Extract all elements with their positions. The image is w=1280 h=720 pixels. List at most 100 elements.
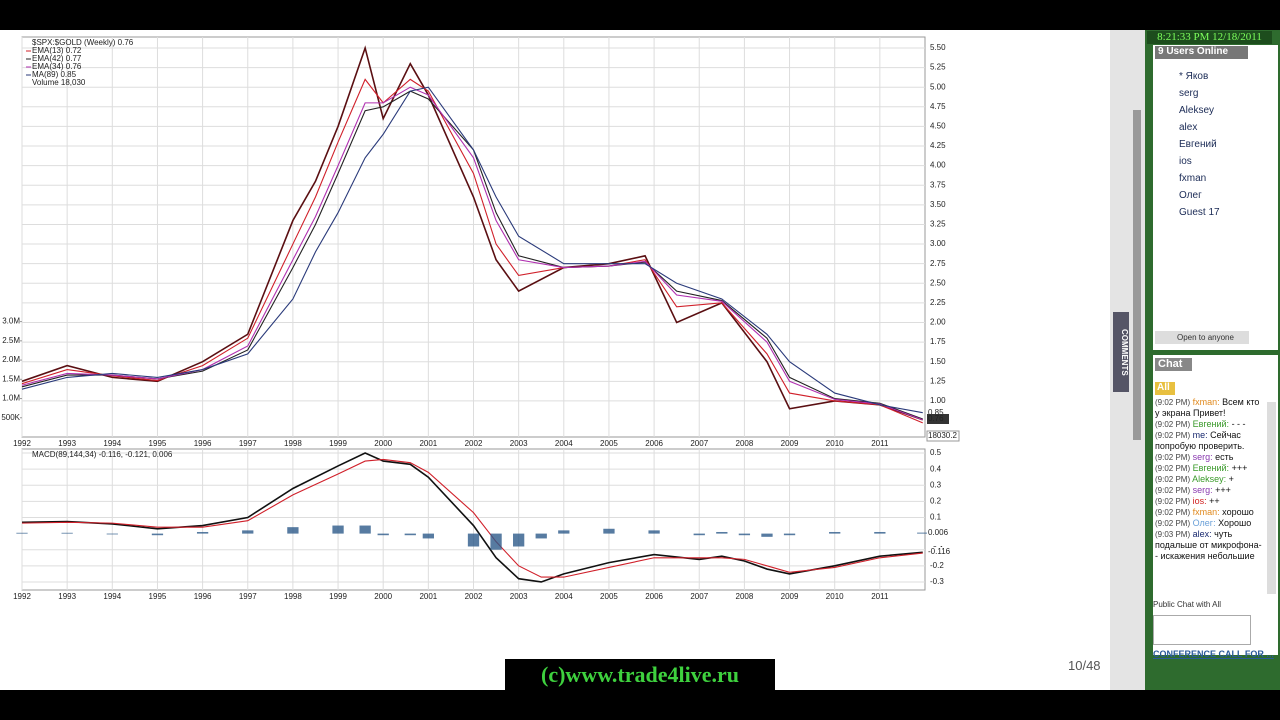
histogram-bar	[693, 533, 705, 536]
x-tick-label: 2009	[781, 592, 799, 601]
histogram-bar	[359, 525, 371, 534]
y-tick-label: 0.2	[930, 496, 942, 505]
y-tick-label: 4.25	[930, 141, 946, 150]
histogram-bar	[513, 533, 525, 547]
message-user: me:	[1192, 430, 1208, 440]
histogram-bar	[490, 533, 502, 550]
user-name[interactable]: alex	[1179, 122, 1198, 133]
chat-message: (9:02 PM) serg: есть	[1155, 452, 1263, 463]
y-tick-label: -0.3	[930, 577, 944, 586]
message-time: (9:03 PM)	[1155, 530, 1191, 539]
user-name[interactable]: serg	[1179, 88, 1199, 99]
series-line	[21, 78, 923, 424]
y-tick-label: 3.75	[930, 180, 946, 189]
histogram-bar	[332, 525, 344, 534]
y-tick-label: 0.5	[930, 448, 942, 457]
y-tick-label: 1.75	[930, 337, 946, 346]
value-box	[927, 414, 949, 424]
x-tick-label: 2006	[645, 439, 663, 448]
x-tick-label: 2011	[871, 592, 889, 601]
y-tick-label: 5.25	[930, 63, 946, 72]
y-tick-label: 0.4	[930, 464, 942, 473]
message-time: (9:02 PM)	[1155, 464, 1191, 473]
y-tick-label: 2.25	[930, 298, 946, 307]
chat-message: (9:02 PM) Евгений: +++	[1155, 463, 1263, 474]
conference-link[interactable]: CONFERENCE CALL FOR ...	[1153, 649, 1274, 659]
y-tick-label: 0.1	[930, 513, 942, 522]
x-tick-label: 2001	[419, 592, 437, 601]
histogram-bar	[196, 531, 209, 534]
chat-title[interactable]: Chat	[1155, 358, 1192, 371]
value-box-label: 0.76	[928, 414, 944, 423]
message-time: (9:02 PM)	[1155, 475, 1191, 484]
y2-tick-label: 1.5M	[2, 374, 20, 383]
clock: 8:21:33 PM 12/18/2011	[1147, 31, 1272, 44]
histogram-bar	[761, 533, 773, 537]
histogram-bar	[422, 533, 434, 539]
x-tick-label: 1997	[239, 439, 257, 448]
message-user: ios:	[1192, 496, 1207, 506]
histogram-bar	[783, 533, 796, 536]
x-tick-label: 2009	[781, 439, 799, 448]
user-name[interactable]: Aleksey	[1179, 105, 1215, 116]
access-button[interactable]: Open to anyone	[1155, 331, 1249, 344]
chat-message: (9:02 PM) serg: +++	[1155, 485, 1263, 496]
message-user: alex:	[1192, 529, 1212, 539]
user-name[interactable]: Олег	[1179, 190, 1202, 201]
series-line	[21, 452, 923, 583]
x-tick-label: 1999	[329, 592, 347, 601]
user-name[interactable]: * Яков	[1179, 71, 1209, 82]
volume-label: Volume 18,030	[32, 78, 86, 87]
x-tick-label: 1995	[149, 439, 167, 448]
x-tick-label: 1995	[149, 592, 167, 601]
chat-message: (9:02 PM) fxman: Всем кто у экрана Приве…	[1155, 397, 1263, 419]
histogram-bar	[829, 531, 841, 534]
legend-label: EMA(13) 0.72	[32, 46, 82, 55]
y2-tick-label: 3.0M	[2, 317, 20, 326]
chat-message: (9:02 PM) fxman: хорошо	[1155, 507, 1263, 518]
chat-message: (9:02 PM) Aleksey: +	[1155, 474, 1263, 485]
user-name[interactable]: fxman	[1179, 173, 1207, 184]
comments-tab[interactable]: COMMENTS	[1113, 312, 1129, 392]
message-text: +	[1228, 474, 1234, 484]
x-tick-label: 1996	[194, 592, 212, 601]
y2-tick-label: 1.0M	[2, 394, 20, 403]
message-user: Aleksey:	[1192, 474, 1227, 484]
chat-input[interactable]	[1153, 615, 1251, 645]
y-tick-label: 0.3	[930, 480, 942, 489]
x-tick-label: 2001	[419, 439, 437, 448]
series-line	[21, 86, 923, 414]
legend-label: EMA(34) 0.76	[32, 62, 82, 71]
user-name[interactable]: Евгений	[1179, 139, 1217, 150]
x-tick-label: 2008	[736, 439, 754, 448]
histogram-bar	[242, 530, 254, 534]
x-tick-label: 2005	[600, 592, 618, 601]
y-tick-label: 5.00	[930, 82, 946, 91]
histogram-bar	[738, 533, 751, 536]
chat-tab[interactable]: All	[1155, 382, 1175, 395]
x-tick-label: 2005	[600, 439, 618, 448]
histogram-bar	[287, 527, 299, 534]
histogram-bar	[16, 532, 28, 534]
users-button[interactable]: 9 Users Online	[1155, 46, 1248, 59]
y-tick-label: 2.50	[930, 278, 946, 287]
user-name[interactable]: Guest 17	[1179, 207, 1220, 218]
y-tick-label: 4.50	[930, 122, 946, 131]
y2-tick-label: 500K	[1, 413, 20, 422]
chat-message: (9:02 PM) Олег: Хорошо	[1155, 518, 1263, 529]
y-tick-label: 1.25	[930, 376, 946, 385]
message-text: +++	[1231, 463, 1248, 473]
chart: 1992 1993 1994 1995 1996 1997 1998 1999 2000 2001…	[1, 36, 960, 601]
message-user: fxman:	[1192, 397, 1220, 407]
y-tick-label: 5.50	[930, 43, 946, 52]
histogram-bar	[467, 533, 480, 547]
histogram-bar	[61, 532, 73, 534]
message-user: Евгений:	[1192, 419, 1230, 429]
value-box-label: -0.116	[928, 547, 951, 556]
x-tick-label: 2010	[826, 592, 844, 601]
chart-title: $SPX:$GOLD (Weekly) 0.76	[32, 38, 134, 47]
legend-label: MA(89) 0.85	[32, 70, 77, 79]
series-line	[21, 45, 924, 421]
message-user: fxman:	[1192, 507, 1220, 517]
user-name[interactable]: ios	[1179, 156, 1192, 167]
